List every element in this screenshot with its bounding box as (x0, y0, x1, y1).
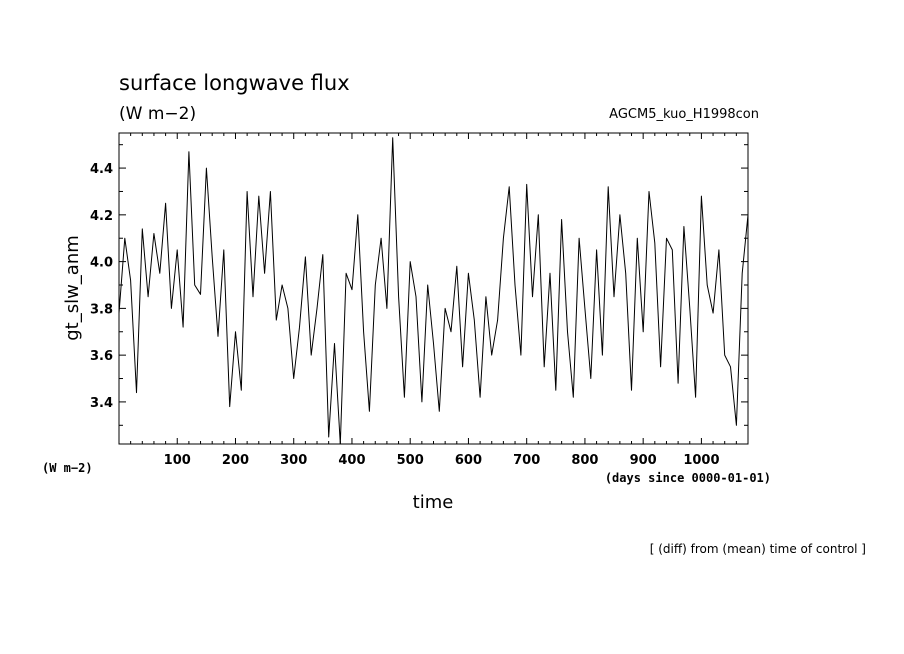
series-line (118, 137, 749, 445)
y-tick-label: 4.2 (90, 209, 113, 224)
chart-title: surface longwave flux (119, 71, 350, 95)
x-tick-label: 100 (164, 453, 191, 468)
x-tick-label: 300 (280, 453, 307, 468)
series-group (118, 137, 749, 445)
y-tick-label: 4.4 (90, 162, 113, 177)
x-tick-label: 600 (455, 453, 482, 468)
comparison-note: [ (diff) from (mean) time of control ] (650, 542, 866, 556)
model-name: AGCM5_kuo_H1998con (609, 107, 759, 122)
x-units-label: (days since 0000-01-01) (605, 471, 771, 485)
x-tick-label: 900 (630, 453, 657, 468)
y-axis: 3.4 3.6 3.8 4.0 4.2 4.4 (90, 144, 748, 426)
x-tick-label: 1000 (683, 453, 719, 468)
x-tick-label: 500 (397, 453, 424, 468)
y-axis-label: gt_slw_anm (62, 235, 83, 341)
chart-units: (W m−2) (119, 104, 196, 124)
y-tick-label: 3.8 (90, 302, 113, 317)
y-tick-label: 4.0 (90, 256, 113, 271)
y-units-label: (W m−2) (42, 461, 93, 475)
plot-frame (118, 132, 749, 445)
x-axis-label: time (413, 492, 454, 513)
x-axis: 100 200 300 400 500 600 700 800 900 1000 (130, 133, 737, 468)
y-tick-label: 3.4 (90, 396, 113, 411)
x-tick-label: 800 (571, 453, 598, 468)
x-tick-label: 700 (513, 453, 540, 468)
y-tick-label: 3.6 (90, 349, 113, 364)
x-tick-label: 200 (222, 453, 249, 468)
x-tick-label: 400 (338, 453, 365, 468)
